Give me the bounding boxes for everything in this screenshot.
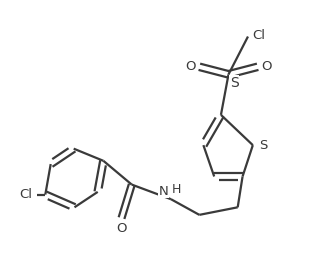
Text: S: S xyxy=(230,76,239,90)
Text: O: O xyxy=(186,60,196,73)
Text: Cl: Cl xyxy=(19,188,32,201)
Text: O: O xyxy=(261,60,271,73)
Text: Cl: Cl xyxy=(252,29,265,42)
Text: O: O xyxy=(116,222,127,235)
Text: H: H xyxy=(172,183,181,197)
Text: S: S xyxy=(259,139,267,152)
Text: N: N xyxy=(159,185,169,198)
